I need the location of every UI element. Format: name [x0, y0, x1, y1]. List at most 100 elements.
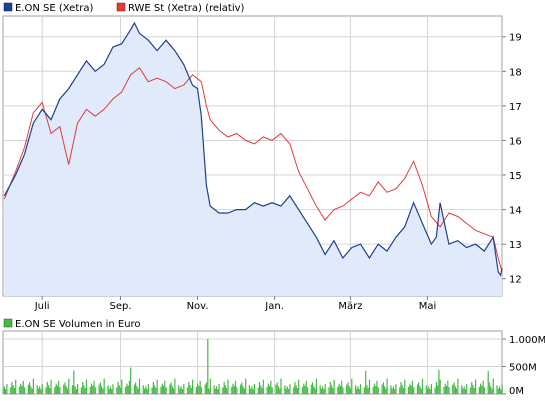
volume-bar	[223, 381, 225, 394]
volume-bar	[125, 386, 127, 394]
volume-bar	[390, 385, 392, 394]
volume-bar	[169, 384, 171, 394]
price-y-tick-label: 18	[509, 67, 522, 78]
volume-bar	[480, 383, 482, 394]
volume-bar	[93, 380, 95, 394]
volume-bar	[275, 384, 277, 394]
volume-bar	[82, 381, 84, 394]
volume-bar	[475, 379, 477, 394]
volume-bar	[103, 378, 105, 394]
volume-bar	[231, 386, 233, 394]
volume-bar	[12, 385, 14, 394]
volume-bar	[425, 385, 427, 394]
volume-bar	[392, 386, 395, 394]
volume-bar	[171, 386, 173, 394]
volume-bar	[181, 389, 184, 394]
volume-bar	[403, 387, 405, 394]
volume-bar	[303, 383, 305, 394]
legend-swatch-eon	[3, 2, 13, 12]
date-x-tick-label: März	[338, 301, 362, 312]
volume-bar	[285, 388, 287, 394]
volume-bar	[430, 384, 432, 394]
volume-bar	[5, 389, 7, 394]
volume-bar	[31, 388, 33, 394]
date-x-tick-label: Juli	[34, 301, 50, 312]
volume-bar	[280, 378, 282, 394]
volume-bar	[257, 387, 259, 394]
volume-bar	[36, 385, 38, 394]
volume-bar	[198, 385, 200, 395]
volume-bar	[404, 379, 406, 394]
volume-bar	[65, 386, 67, 394]
volume-bar	[320, 388, 322, 394]
volume-bar	[66, 388, 69, 394]
volume-bar	[332, 387, 334, 394]
volume-bar	[319, 385, 321, 394]
volume-bar	[72, 385, 74, 394]
volume-bar	[250, 388, 252, 394]
volume-bar	[126, 383, 128, 394]
volume-bar	[473, 387, 475, 394]
volume-bar	[118, 385, 120, 394]
volume-bar	[401, 385, 403, 394]
volume-bar	[222, 387, 224, 394]
price-y-tick-label: 19	[509, 33, 522, 44]
volume-bar	[341, 380, 343, 394]
volume-bar	[55, 383, 57, 394]
volume-bar	[208, 388, 210, 394]
volume-bar	[74, 386, 76, 394]
volume-bar	[439, 379, 441, 394]
volume-bar	[54, 386, 56, 394]
volume-bar	[245, 378, 247, 394]
volume-panel: 0M 500M 1.000M	[2, 330, 545, 397]
volume-bar	[154, 385, 156, 394]
volume-bar	[188, 381, 190, 394]
volume-bar	[39, 386, 41, 394]
volume-bar	[29, 382, 31, 394]
volume-bar	[102, 388, 104, 394]
volume-bar	[279, 388, 281, 394]
volume-bar	[145, 386, 147, 394]
volume-bar	[447, 380, 449, 394]
volume-bar	[243, 388, 245, 394]
volume-bar	[232, 383, 234, 394]
volume-bar	[162, 385, 165, 395]
volume-bar	[328, 387, 330, 394]
volume-bar	[464, 389, 467, 394]
volume-bar	[499, 386, 501, 394]
volume-bar	[394, 389, 396, 394]
date-x-tick-label: Jan.	[264, 301, 284, 312]
volume-bar	[391, 388, 393, 394]
volume-bar	[338, 383, 340, 394]
volume-bar	[481, 385, 483, 395]
volume-bar	[248, 385, 250, 394]
volume-bar	[365, 370, 367, 394]
eon-area-fill	[4, 22, 503, 297]
volume-bar	[10, 387, 12, 394]
volume-bar	[160, 386, 162, 394]
volume-bar	[107, 385, 109, 394]
volume-bar	[27, 384, 29, 394]
volume-bar	[170, 382, 172, 394]
volume-bar	[120, 387, 122, 394]
volume-bar	[400, 381, 402, 394]
volume-bar	[41, 384, 43, 394]
volume-bar	[50, 379, 52, 394]
volume-bar	[434, 387, 436, 394]
volume-bar	[121, 379, 123, 394]
volume-bar	[199, 380, 201, 394]
volume-bar	[214, 388, 216, 394]
volume-bar	[355, 385, 357, 394]
volume-bar	[49, 387, 51, 394]
volume-y-tick-label: 500M	[509, 363, 537, 374]
volume-bar	[161, 383, 163, 394]
volume-bar	[490, 386, 492, 394]
price-y-tick-label: 15	[509, 171, 522, 182]
volume-bar	[501, 384, 503, 394]
volume-bar	[463, 386, 465, 394]
volume-bar	[377, 387, 379, 394]
volume-bar	[413, 387, 415, 394]
volume-bar	[409, 383, 411, 394]
legend-swatch-volume	[3, 318, 13, 328]
volume-bar	[324, 384, 326, 394]
